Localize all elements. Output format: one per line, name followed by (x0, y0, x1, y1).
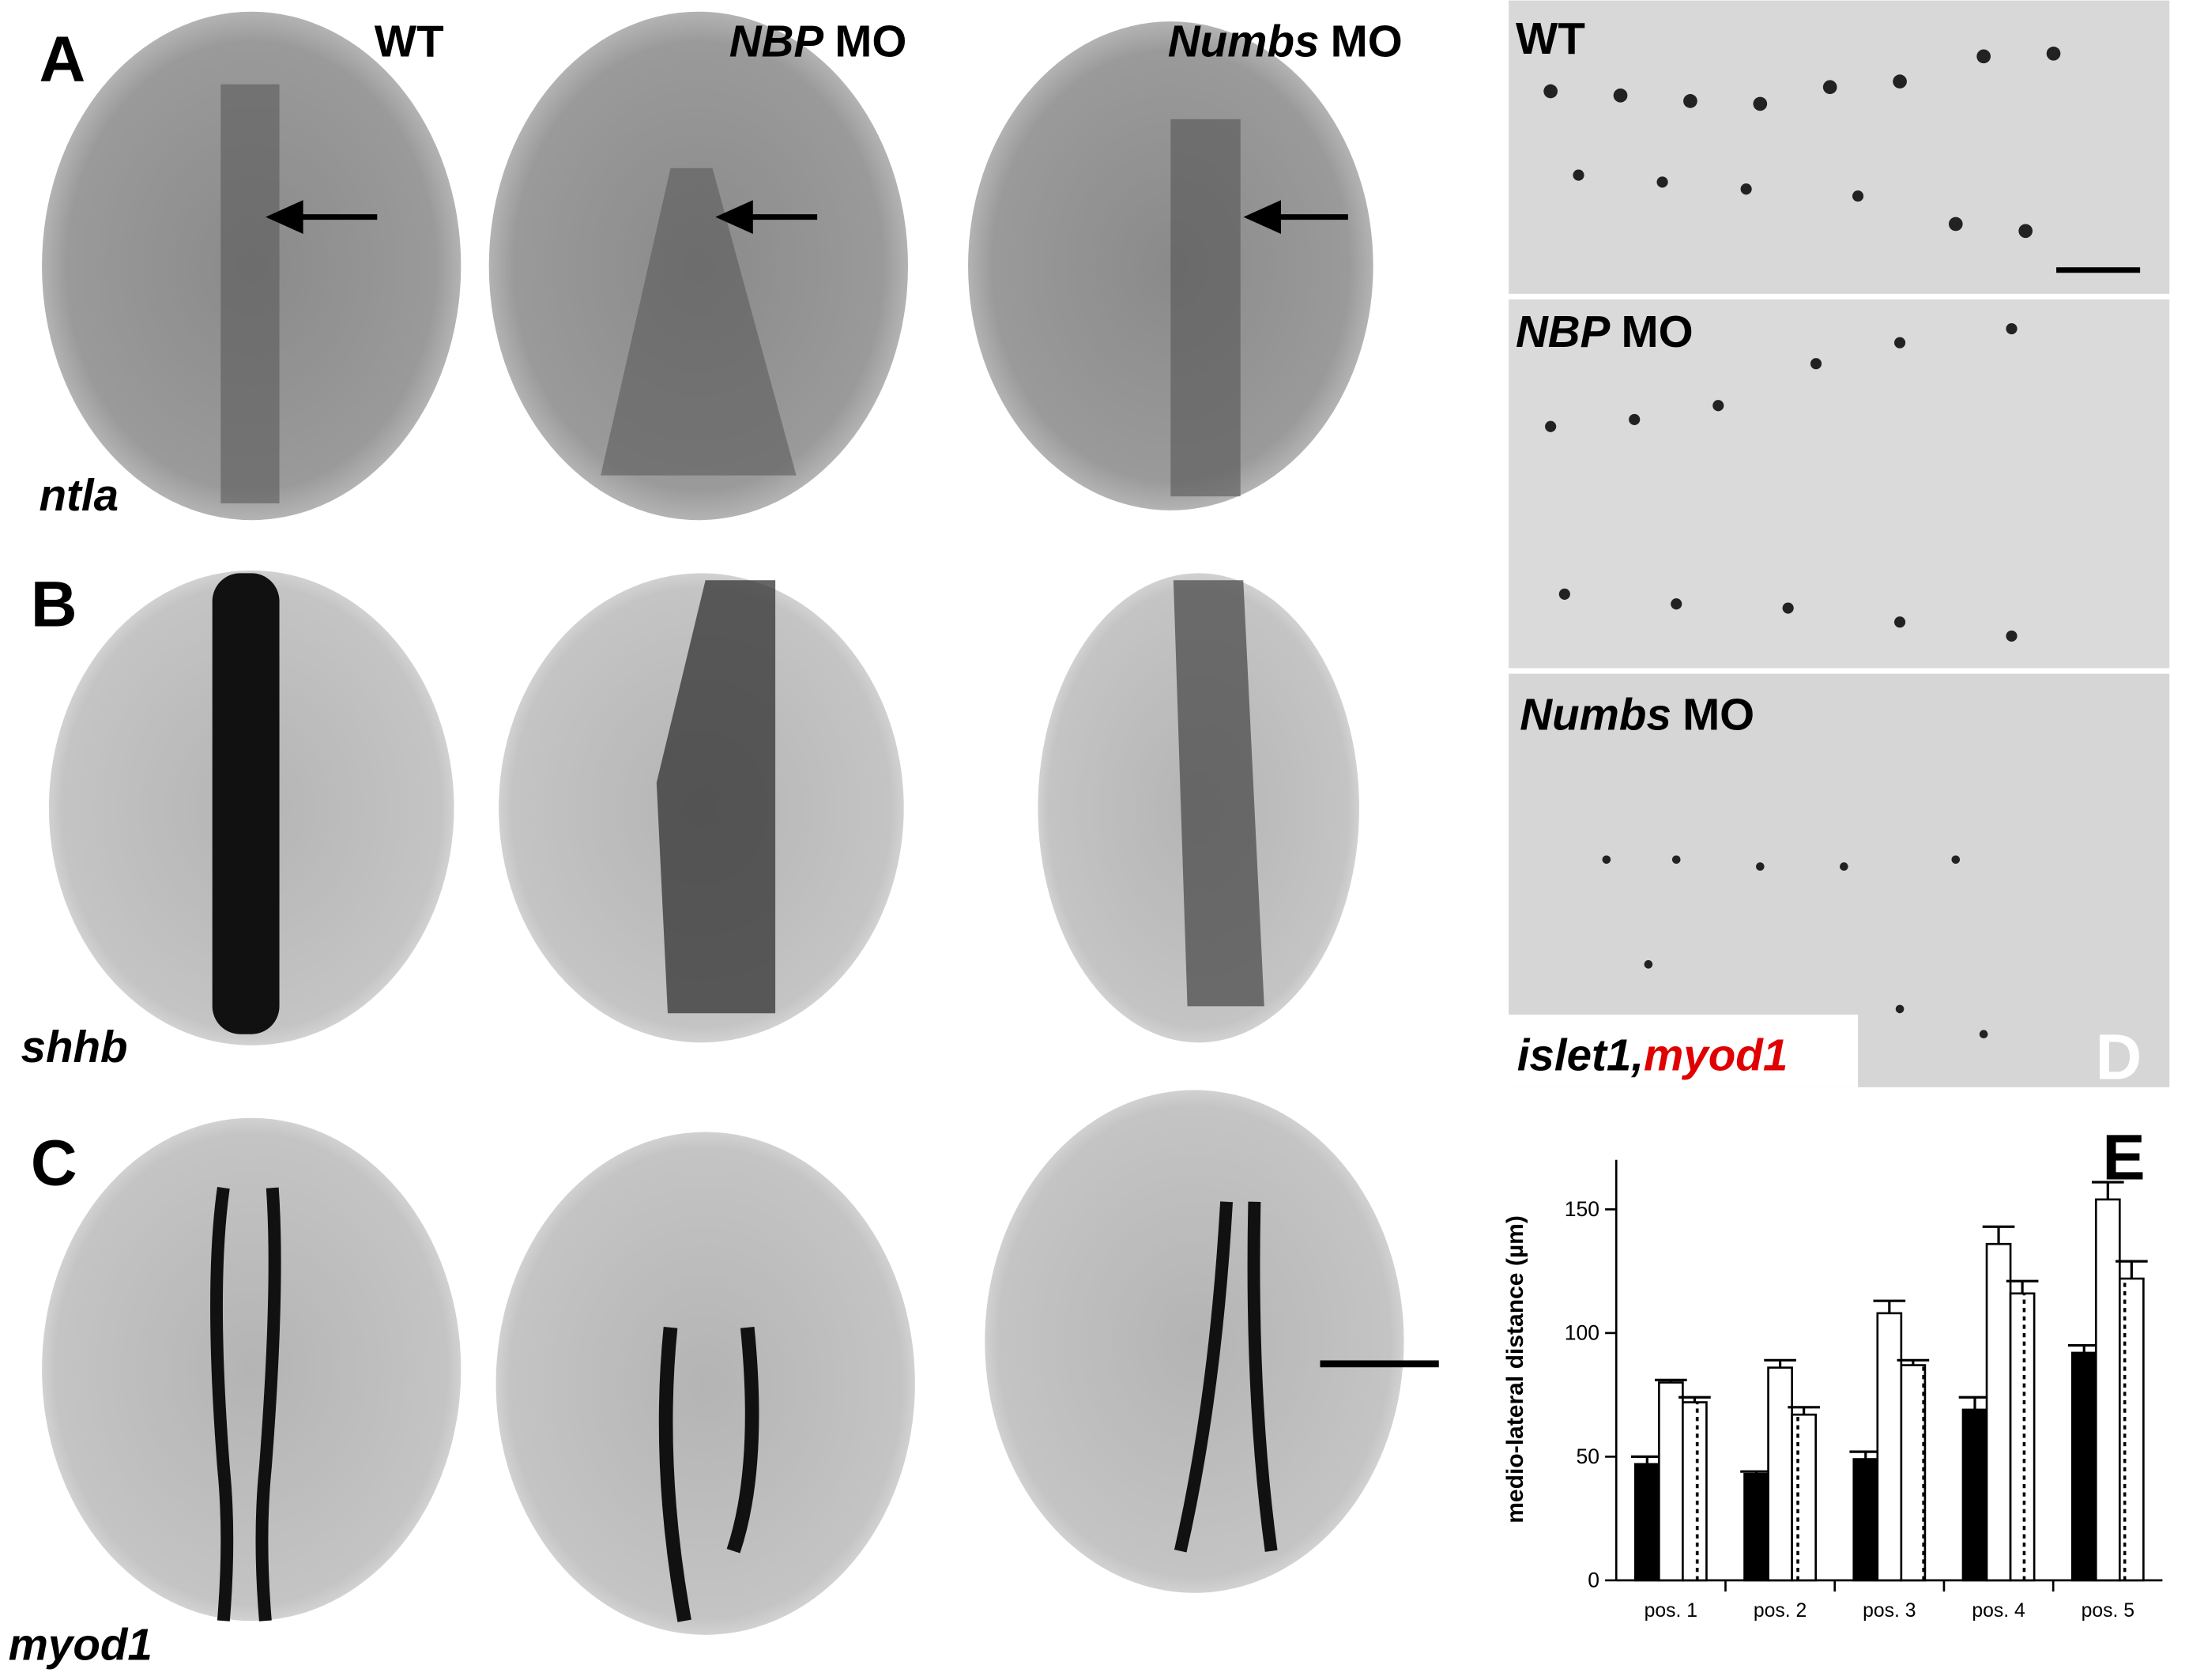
x-tick-label: pos. 4 (1972, 1600, 2025, 1622)
column-label: WT (375, 16, 444, 66)
error-bar (1873, 1299, 1906, 1313)
y-tick-label: 50 (1577, 1445, 1599, 1468)
bar (1985, 1242, 2012, 1582)
error-bar (1678, 1396, 1711, 1403)
panel-label: C (31, 1128, 77, 1200)
error-bar (1788, 1406, 1820, 1415)
bar (1682, 1401, 1708, 1582)
label-box (1509, 1014, 1859, 1087)
arrows (266, 200, 1348, 234)
bar (1900, 1364, 1927, 1582)
error-bar (2116, 1260, 2148, 1279)
bar (2009, 1292, 2036, 1582)
x-tick-label: pos. 2 (1754, 1600, 1807, 1622)
error-bar (1630, 1455, 1663, 1464)
d-label: Numbs MO (1520, 689, 1754, 739)
stain (658, 1327, 759, 1622)
bar (1743, 1472, 1769, 1582)
panel-label: B (31, 569, 77, 641)
error-bar (1982, 1225, 2015, 1245)
y-tick-label: 150 (1565, 1197, 1599, 1221)
column-label: Numbs MO (1168, 16, 1403, 66)
image (1509, 299, 2170, 669)
column-label: NBP MO (729, 16, 907, 66)
row-label: ntla (39, 470, 119, 520)
embryo (42, 1117, 462, 1622)
x-tick-label: pos. 3 (1863, 1600, 1916, 1622)
y-tick-label: 100 (1565, 1321, 1599, 1345)
marker-label: islet1,myod1 (1517, 1030, 1788, 1080)
bar (1633, 1463, 1660, 1582)
error-bar (2006, 1279, 2039, 1294)
cells (1543, 46, 2061, 1039)
x-tick-label: pos. 1 (1645, 1600, 1697, 1622)
error-bar (1655, 1378, 1687, 1383)
stain (220, 84, 280, 503)
stain (1173, 580, 1264, 1007)
bar (2070, 1351, 2097, 1582)
panel-label: A (39, 24, 85, 96)
d-label: WT (1516, 13, 1585, 63)
stain (212, 573, 280, 1034)
bar (2094, 1198, 2121, 1582)
row-label: myod1 (9, 1620, 153, 1670)
d-label: NBP MO (1516, 307, 1694, 356)
embryo (495, 1132, 915, 1635)
bar (1852, 1458, 1879, 1582)
error-bar (2091, 1181, 2124, 1200)
error-bar (1958, 1396, 1991, 1410)
error-bar (2067, 1343, 2100, 1353)
error-bar (1897, 1358, 1930, 1365)
stain (210, 1187, 281, 1622)
stain (601, 168, 797, 476)
y-tick-label: 0 (1588, 1569, 1599, 1592)
stain (656, 580, 776, 1014)
error-bar (1849, 1450, 1882, 1460)
row-label: shhb (21, 1022, 128, 1072)
stain (1174, 1201, 1278, 1553)
bar (1876, 1312, 1903, 1582)
image (1509, 0, 2170, 294)
bar (1658, 1381, 1684, 1582)
error-bar (1740, 1470, 1773, 1475)
bar (1961, 1408, 1988, 1582)
error-bar (1764, 1358, 1796, 1368)
bar (1767, 1366, 1793, 1582)
panel-label: D (2096, 1021, 2142, 1093)
stain (1170, 119, 1241, 497)
bar (1791, 1413, 1817, 1582)
bar (2118, 1277, 2145, 1582)
embryo (985, 1090, 1404, 1593)
x-tick-label: pos. 5 (2082, 1600, 2134, 1622)
y-axis-label: medio-lateral distance (µm) (1502, 1215, 1528, 1524)
